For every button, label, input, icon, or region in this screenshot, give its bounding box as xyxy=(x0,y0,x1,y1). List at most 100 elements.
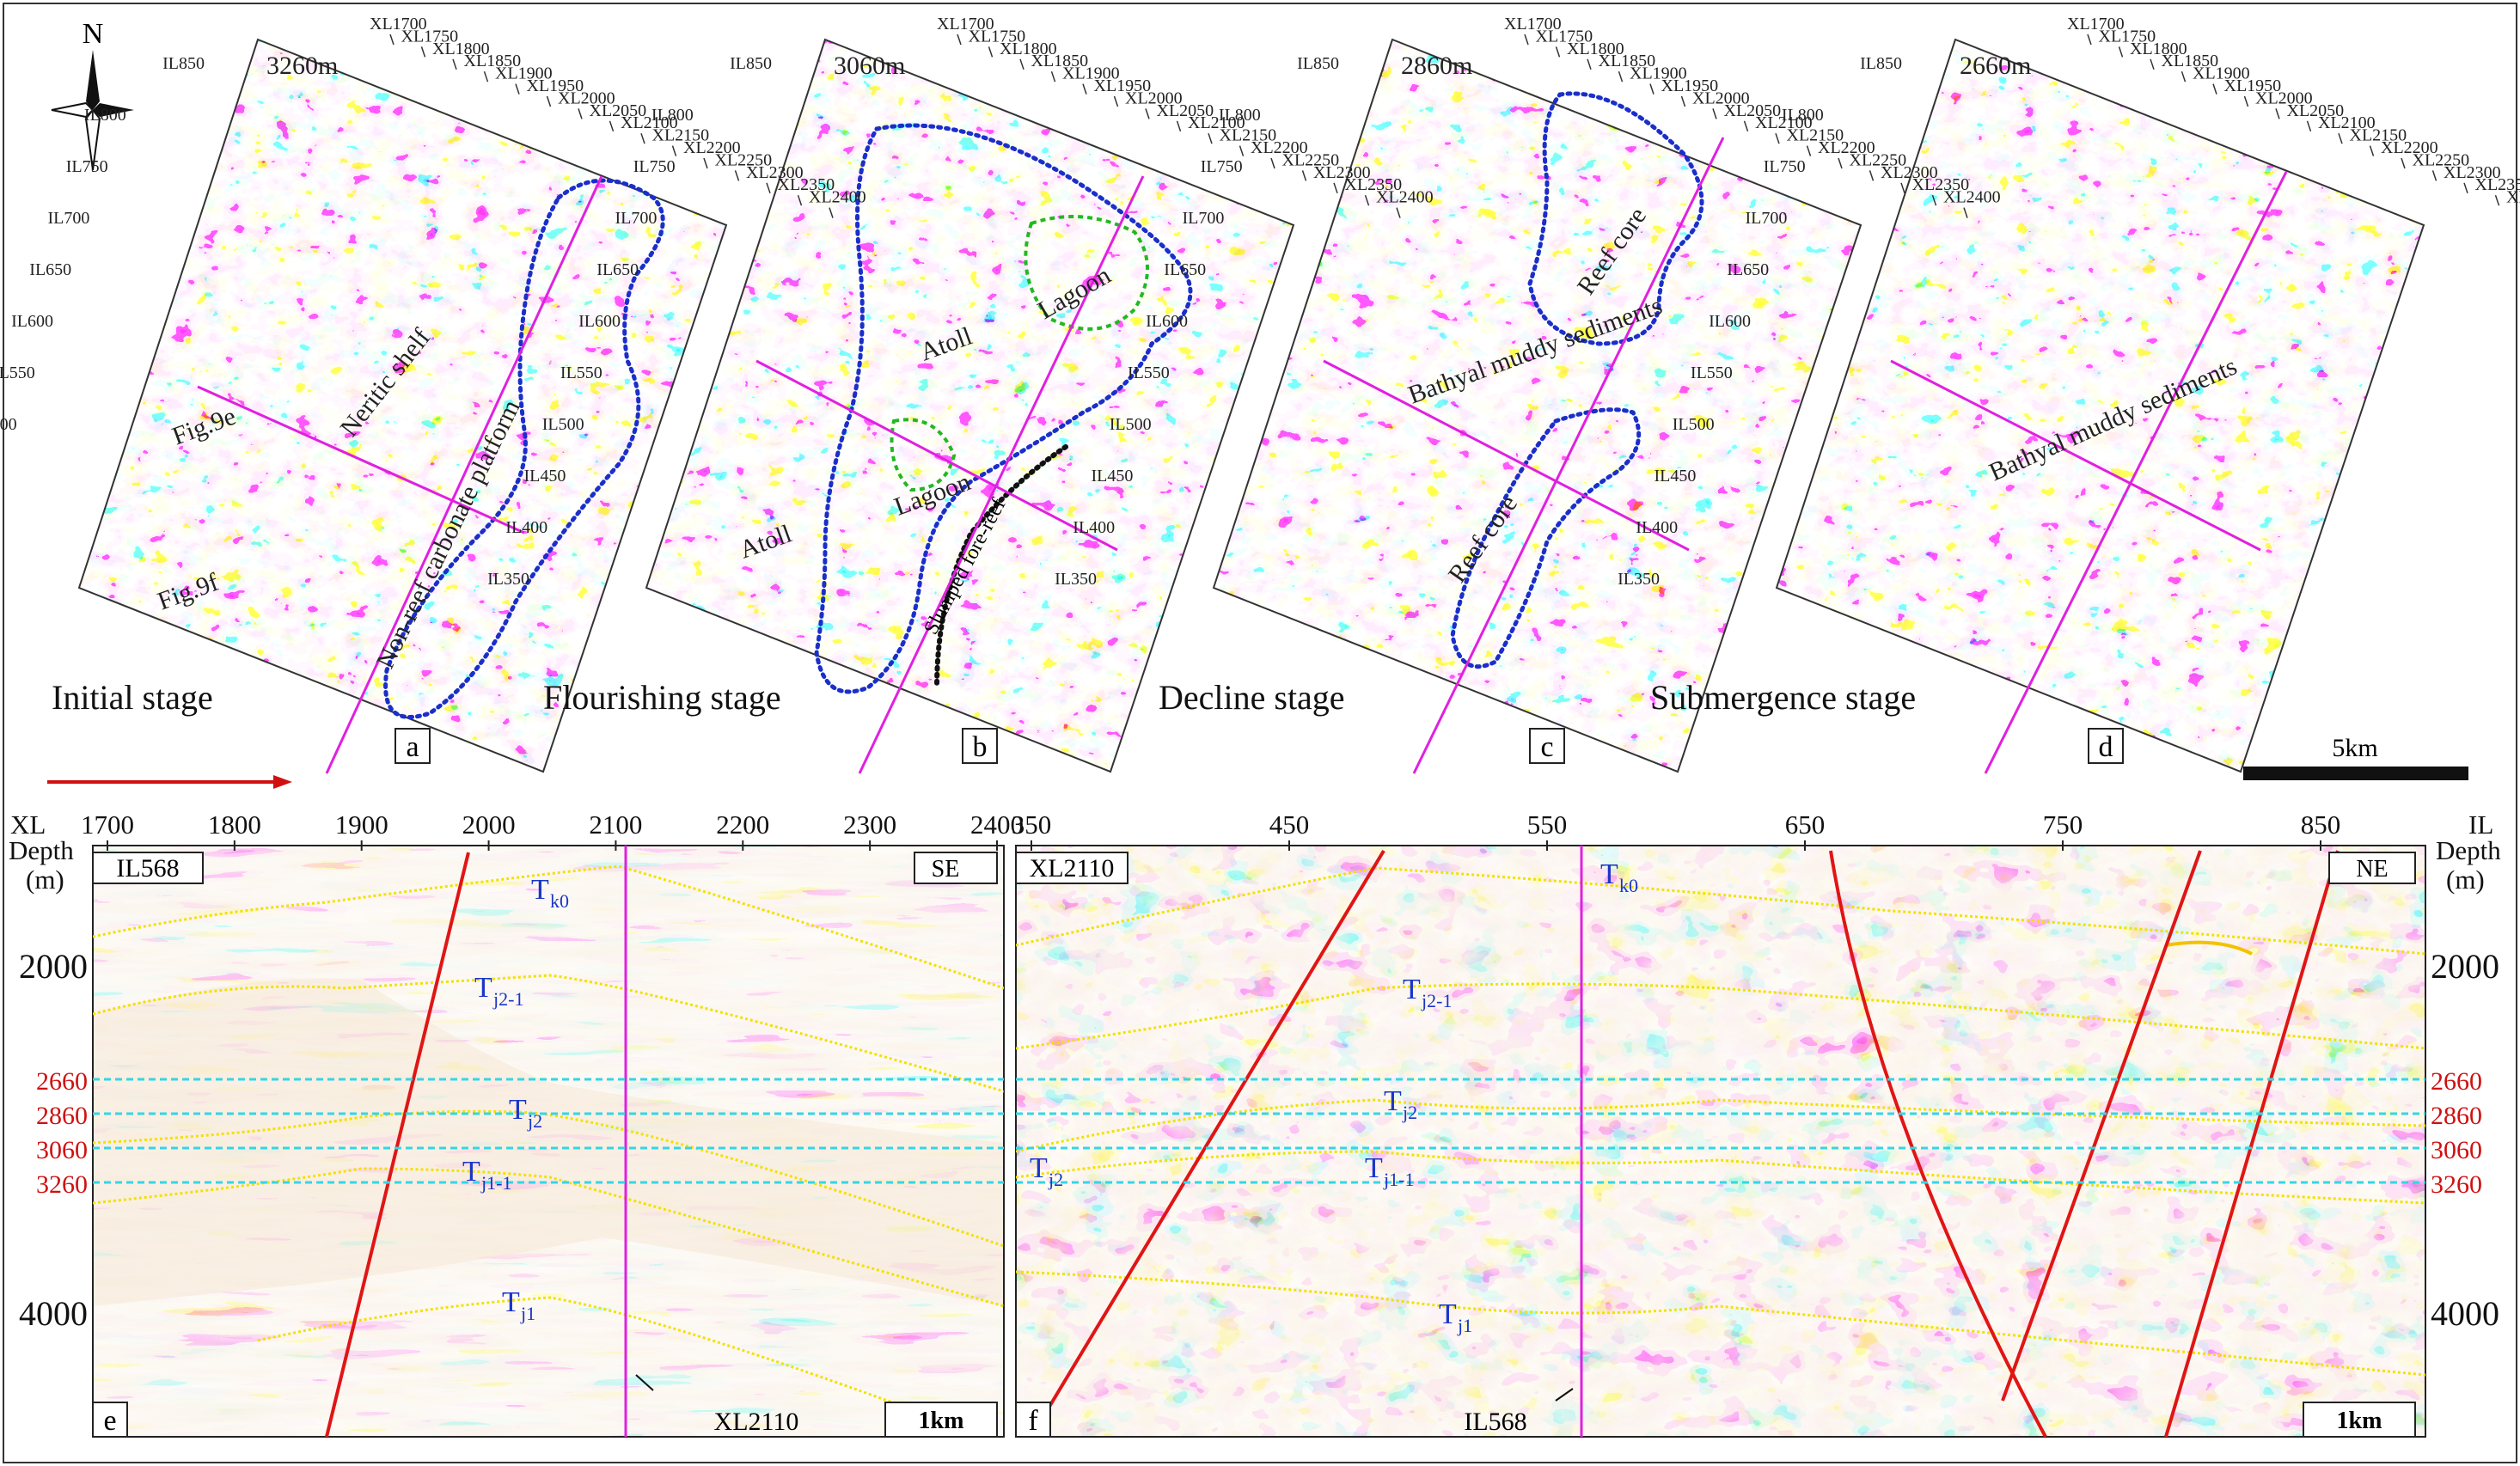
map-il-tick: IL550 xyxy=(560,363,602,382)
svg-text:T: T xyxy=(1600,858,1618,890)
map-xl-tick: XL2150 xyxy=(2350,126,2407,145)
map-il-tick: IL600 xyxy=(11,312,53,331)
section-x-tick: 2100 xyxy=(589,809,642,840)
svg-text:T: T xyxy=(1439,1298,1457,1330)
svg-text:T: T xyxy=(509,1094,527,1126)
section-x-tick: 2400 xyxy=(970,809,1024,840)
panel-letter-a: a xyxy=(406,731,419,763)
map-xl-tick: XL2000 xyxy=(2255,89,2313,107)
section-e-depth-unit: (m) xyxy=(26,864,64,895)
map-panel-a: Initial stage 3260m Neritic shelf Non-re… xyxy=(52,38,728,774)
stage-label-a: Initial stage xyxy=(52,678,213,717)
svg-text:k0: k0 xyxy=(550,890,569,912)
map-xl-tick: XL1850 xyxy=(2162,52,2219,70)
map-xl-tick: XL1800 xyxy=(1000,40,1057,58)
map-il-tick: IL800 xyxy=(1219,106,1261,125)
direction-arrow-icon xyxy=(47,775,292,789)
section-slice-depth: 3060 xyxy=(2431,1136,2482,1164)
north-arrow-icon: N xyxy=(51,18,134,171)
map-il-tick: IL650 xyxy=(1727,260,1769,279)
map-xl-tick: XL1850 xyxy=(1599,52,1656,70)
map-il-tick: IL600 xyxy=(578,312,621,331)
map-il-tick: IL600 xyxy=(1146,312,1188,331)
map-xl-tick: XL2000 xyxy=(1125,89,1183,107)
map-xl-tick: XL2050 xyxy=(590,101,647,120)
map-il-tick: IL850 xyxy=(1297,54,1339,73)
map-xl-tick: XL2200 xyxy=(1818,138,1875,157)
map-xl-tick: XL1750 xyxy=(401,27,459,46)
section-x-tick: 550 xyxy=(1527,809,1568,840)
depth-label-b: 3060m xyxy=(834,52,905,80)
map-scale-label: 5km xyxy=(2332,734,2377,762)
map-xl-tick: XL1900 xyxy=(495,64,553,83)
map-il-tick: IL750 xyxy=(66,157,108,176)
section-f-axis-name: IL xyxy=(2468,809,2493,840)
depth-label-d: 2660m xyxy=(1960,52,2031,80)
section-f-scale: 1km xyxy=(2337,1408,2382,1434)
panel-letter-f: f xyxy=(1028,1405,1038,1437)
map-il-tick: IL600 xyxy=(1709,312,1751,331)
section-f-depth-unit: (m) xyxy=(2446,864,2485,895)
map-xl-tick: XL1700 xyxy=(1504,15,1562,34)
map-il-tick: IL550 xyxy=(1691,363,1733,382)
map-xl-tick: XL1750 xyxy=(2099,27,2156,46)
map-xl-tick: XL2250 xyxy=(715,150,773,169)
svg-text:T: T xyxy=(1030,1152,1048,1184)
map-il-tick: IL800 xyxy=(651,106,694,125)
map-xl-tick: XL1700 xyxy=(937,15,994,34)
section-f-depth-label: Depth xyxy=(2436,835,2501,865)
map-il-tick: IL800 xyxy=(1782,106,1824,125)
map-xl-tick: XL2400 xyxy=(2506,188,2520,207)
map-scale-bar: 5km xyxy=(2243,734,2468,780)
map-xl-tick: XL1800 xyxy=(1567,40,1624,58)
section-f-line-label: XL2110 xyxy=(1030,854,1115,883)
map-xl-tick: XL2300 xyxy=(1881,163,1938,182)
map-il-tick: IL400 xyxy=(505,518,547,537)
map-xl-tick: XL2200 xyxy=(683,138,741,157)
section-slice-depth: 3260 xyxy=(2431,1170,2482,1199)
map-il-tick: IL350 xyxy=(1055,570,1097,589)
map-xl-tick: XL2350 xyxy=(778,175,835,194)
section-x-tick: 350 xyxy=(1012,809,1052,840)
map-il-tick: IL400 xyxy=(1073,518,1115,537)
map-il-tick: IL500 xyxy=(1673,415,1715,434)
svg-text:T: T xyxy=(462,1156,480,1188)
svg-text:j1-1: j1-1 xyxy=(1383,1169,1414,1190)
map-il-tick: IL700 xyxy=(1183,209,1225,228)
map-xl-tick: XL2300 xyxy=(1313,163,1371,182)
map-il-tick: IL550 xyxy=(1128,363,1170,382)
map-xl-tick: XL2000 xyxy=(558,89,615,107)
map-il-tick: IL400 xyxy=(1636,518,1678,537)
svg-text:T: T xyxy=(1403,974,1421,1005)
map-xl-tick: XL2000 xyxy=(1692,89,1750,107)
svg-text:j1: j1 xyxy=(1457,1315,1472,1336)
section-slice-depth: 3260 xyxy=(36,1170,88,1199)
section-x-tick: 1900 xyxy=(335,809,388,840)
map-xl-tick: XL1850 xyxy=(1031,52,1089,70)
map-il-tick: IL650 xyxy=(596,260,639,279)
map-xl-tick: XL1950 xyxy=(2224,76,2282,95)
panel-letter-c: c xyxy=(1540,731,1553,763)
map-il-tick: IL350 xyxy=(487,570,529,589)
map-xl-tick: XL2050 xyxy=(2287,101,2345,120)
svg-text:j1-1: j1-1 xyxy=(480,1172,511,1194)
map-xl-tick: XL2150 xyxy=(1220,126,1277,145)
map-grid-ticks: XL1700XL1750XL1800XL1850XL1900XL1950XL20… xyxy=(0,15,2520,589)
map-il-tick: IL500 xyxy=(0,415,17,434)
section-e-direction: SE xyxy=(932,856,960,883)
section-x-tick: 450 xyxy=(1269,809,1310,840)
map-xl-tick: XL2400 xyxy=(1943,188,2001,207)
map-xl-tick: XL1900 xyxy=(2193,64,2250,83)
section-depth-tick: 4000 xyxy=(2431,1294,2499,1333)
map-il-tick: IL450 xyxy=(1655,467,1697,486)
map-xl-tick: XL1750 xyxy=(1536,27,1593,46)
